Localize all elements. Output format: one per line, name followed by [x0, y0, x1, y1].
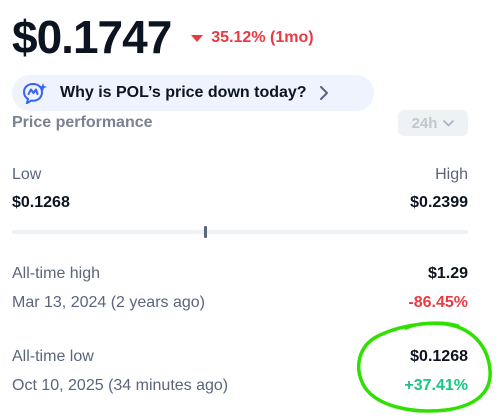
low-label: Low: [12, 166, 42, 183]
price-header: $0.1747 35.12% (1mo): [12, 6, 314, 68]
chevron-right-icon: [317, 86, 331, 100]
all-time-low-value: $0.1268: [410, 348, 468, 365]
all-time-high-change: -86.45%: [408, 294, 468, 311]
hand-drawn-circle-annotation: [356, 321, 492, 413]
ai-sparkle-icon: [22, 82, 48, 104]
price-range-track: [12, 226, 468, 238]
all-time-high-label: All-time high: [12, 265, 101, 282]
ai-question-button[interactable]: Why is POL’s price down today?: [12, 75, 374, 111]
all-time-low-label: All-time low: [12, 348, 94, 365]
price-change-text: 35.12% (1mo): [211, 29, 314, 46]
ai-question-text: Why is POL’s price down today?: [60, 84, 307, 101]
low-value: $0.1268: [12, 194, 70, 211]
current-price: $0.1747: [12, 11, 172, 63]
all-time-low-change: +37.41%: [404, 377, 468, 394]
high-label: High: [435, 166, 468, 183]
all-time-high-date: Mar 13, 2024 (2 years ago): [12, 294, 205, 311]
high-value: $0.2399: [410, 194, 468, 211]
current-price-marker: [203, 226, 207, 238]
price-change: 35.12% (1mo): [191, 29, 314, 47]
down-triangle-icon: [191, 34, 204, 42]
all-time-high-value: $1.29: [427, 265, 468, 282]
price-performance-title: Price performance: [12, 114, 153, 131]
range-dropdown[interactable]: 24h: [398, 110, 468, 136]
chevron-down-icon: [443, 119, 455, 127]
all-time-low-date: Oct 10, 2025 (34 minutes ago): [12, 377, 229, 394]
range-dropdown-value: 24h: [411, 114, 438, 132]
